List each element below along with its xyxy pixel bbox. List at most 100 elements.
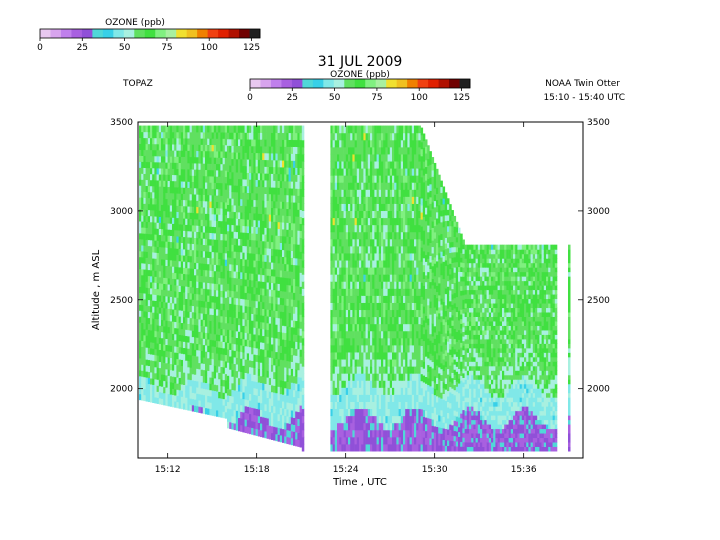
heat-cell xyxy=(385,387,388,395)
heat-cell xyxy=(370,189,373,197)
heat-cell xyxy=(172,284,175,292)
heat-cell xyxy=(200,362,204,370)
heat-cell xyxy=(273,262,276,270)
heat-cell xyxy=(147,317,151,325)
heat-cell xyxy=(282,359,285,368)
heat-cell xyxy=(194,150,197,158)
heat-cell xyxy=(139,357,142,365)
heat-cell xyxy=(268,261,272,270)
heat-cell xyxy=(372,196,375,204)
heat-cell xyxy=(392,415,395,424)
heat-cell xyxy=(158,355,162,363)
heat-cell xyxy=(293,410,296,418)
heat-cell xyxy=(398,267,402,275)
heat-cell xyxy=(216,334,219,341)
heat-cell xyxy=(370,203,373,212)
heat-cell xyxy=(334,408,338,417)
heat-cell xyxy=(154,390,157,398)
heat-cell xyxy=(174,211,177,218)
heat-cell xyxy=(290,423,294,432)
heat-cell xyxy=(255,145,259,154)
heat-cell xyxy=(345,160,349,169)
heat-cell xyxy=(288,167,292,175)
heat-cell xyxy=(396,245,399,254)
heat-cell xyxy=(145,257,149,264)
heat-cell xyxy=(343,252,347,261)
heat-cell xyxy=(293,417,296,425)
heat-cell xyxy=(244,379,248,387)
heat-cell xyxy=(194,218,197,226)
heat-cell xyxy=(174,345,177,353)
heat-cell xyxy=(242,152,245,160)
heat-cell xyxy=(341,203,344,212)
heat-cell xyxy=(187,354,190,362)
heat-cell xyxy=(277,317,281,326)
heat-cell xyxy=(389,422,393,431)
heat-cell xyxy=(279,208,283,216)
heat-cell xyxy=(194,386,197,394)
heat-cell xyxy=(213,314,217,322)
heat-cell xyxy=(141,298,144,306)
heat-cell xyxy=(172,162,175,169)
heat-cell xyxy=(339,408,342,417)
heat-cell xyxy=(161,277,164,284)
heat-cell xyxy=(275,180,278,188)
heat-cell xyxy=(367,231,371,240)
heat-cell xyxy=(145,149,149,157)
heat-cell xyxy=(180,156,184,164)
heat-cell xyxy=(147,191,151,199)
heat-cell xyxy=(339,217,342,226)
heat-cell xyxy=(383,443,386,452)
heat-cell xyxy=(365,167,369,176)
heat-cell xyxy=(222,182,226,190)
heat-cell xyxy=(139,155,142,162)
heat-cell xyxy=(251,132,254,140)
heat-cell xyxy=(288,243,292,251)
heat-cell xyxy=(374,245,377,254)
heat-cell xyxy=(378,309,382,318)
heat-cell xyxy=(238,337,241,346)
heat-cell xyxy=(376,196,380,204)
heat-cell xyxy=(370,302,373,311)
heat-cell xyxy=(200,181,204,189)
heat-cell xyxy=(253,428,256,436)
heat-cell xyxy=(293,403,296,412)
heat-cell xyxy=(330,358,333,367)
heat-cell xyxy=(238,278,241,286)
heat-cell xyxy=(365,408,369,417)
heat-cell xyxy=(389,401,393,410)
heat-cell xyxy=(156,336,160,344)
heat-cell xyxy=(372,224,375,233)
heat-cell xyxy=(216,169,219,177)
heat-cell xyxy=(139,393,142,401)
heat-cell xyxy=(196,405,199,413)
heat-cell xyxy=(273,405,276,414)
heat-cell xyxy=(207,225,210,233)
heat-cell xyxy=(345,125,349,134)
heat-cell xyxy=(222,379,226,387)
heat-cell xyxy=(367,217,371,226)
heat-cell xyxy=(387,373,391,381)
heat-cell xyxy=(396,160,399,169)
heat-cell xyxy=(337,330,340,339)
heat-cell xyxy=(194,287,197,294)
heat-cell xyxy=(378,302,382,311)
heat-cell xyxy=(350,443,353,452)
heat-cell xyxy=(376,302,380,311)
heat-cell xyxy=(196,256,199,264)
heat-cell xyxy=(161,295,164,302)
heat-cell xyxy=(301,337,305,346)
heat-cell xyxy=(264,356,267,364)
heat-cell xyxy=(385,224,388,233)
heat-cell xyxy=(332,380,336,388)
heat-cell xyxy=(343,238,347,247)
heat-cell xyxy=(218,366,221,373)
heat-cell xyxy=(158,125,162,133)
heat-cell xyxy=(213,194,217,202)
heat-cell xyxy=(183,372,186,379)
heat-cell xyxy=(196,194,199,201)
heat-cell xyxy=(339,330,342,339)
heat-cell xyxy=(253,226,256,234)
heat-cell xyxy=(394,380,397,388)
heat-cell xyxy=(345,302,349,311)
